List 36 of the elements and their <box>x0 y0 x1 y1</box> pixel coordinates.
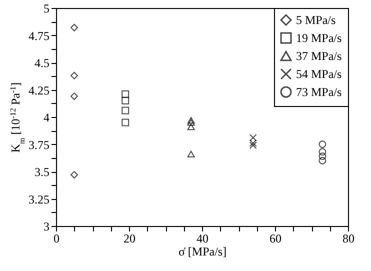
y-tick-label: 4 <box>44 110 50 124</box>
y-tick-label: 4.25 <box>28 83 50 98</box>
point <box>187 119 195 126</box>
x-tick-label: 60 <box>270 232 282 246</box>
legend-label: 37 MPa/s <box>296 49 342 63</box>
y-tick-label: 3.5 <box>34 165 50 179</box>
point <box>318 156 326 164</box>
point <box>318 148 326 156</box>
point <box>70 92 78 100</box>
point <box>318 140 326 148</box>
x-tick-label: 20 <box>124 232 136 246</box>
x-tick-label: 0 <box>54 232 60 246</box>
x-axis-title: σ̇ [MPa/s] <box>178 244 227 258</box>
y-tick-label: 3.25 <box>28 192 50 206</box>
point <box>122 96 130 104</box>
legend-label: 19 MPa/s <box>296 31 342 45</box>
point <box>187 150 195 158</box>
point <box>187 124 195 130</box>
point <box>122 90 130 98</box>
point <box>187 116 195 124</box>
x-tick-label: 80 <box>342 232 354 246</box>
y-tick-label: 4.5 <box>34 56 50 70</box>
point <box>70 72 78 80</box>
point <box>70 24 78 32</box>
y-tick-label: 3 <box>44 220 50 234</box>
point <box>70 171 78 179</box>
legend-label: 5 MPa/s <box>296 13 336 27</box>
legend-label: 54 MPa/s <box>296 67 342 81</box>
y-tick-label: 5 <box>44 2 50 16</box>
x-tick-label: 40 <box>196 232 208 246</box>
legend-label: 73 MPa/s <box>296 85 342 99</box>
y-tick-label: 4.75 <box>28 28 50 43</box>
point <box>318 152 326 160</box>
point <box>122 106 130 114</box>
y-tick-label: 3.75 <box>28 138 50 152</box>
point <box>122 118 130 126</box>
